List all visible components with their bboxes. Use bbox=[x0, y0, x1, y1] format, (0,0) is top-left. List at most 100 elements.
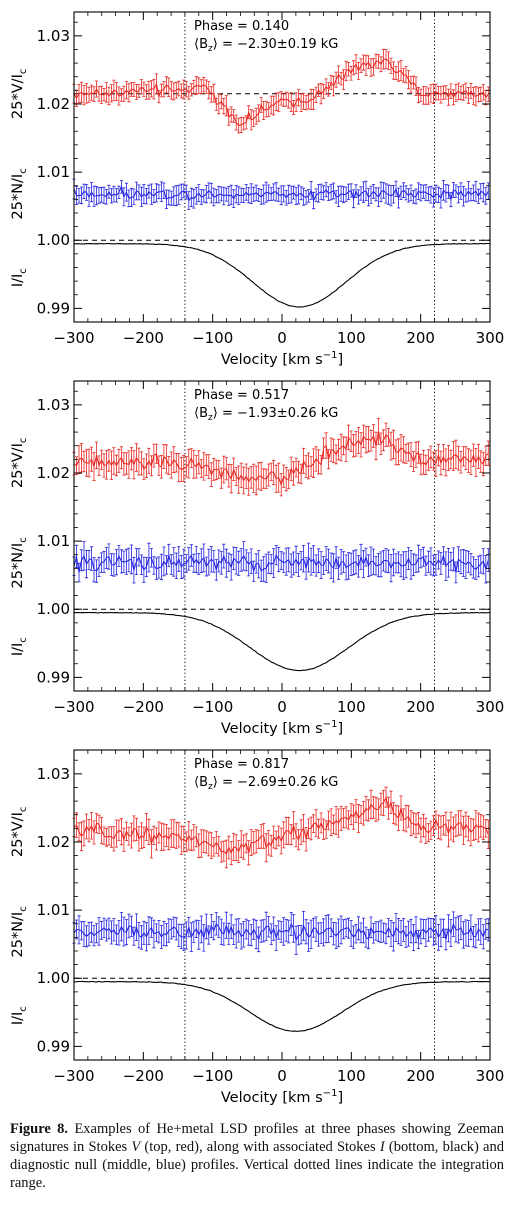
x-tick-label: −200 bbox=[123, 1067, 164, 1085]
y-axis-label-sub: c bbox=[18, 807, 29, 813]
x-axis-label-sup: −1 bbox=[323, 350, 338, 361]
plot-frame bbox=[73, 380, 491, 692]
phase-annotation: Phase = 0.140 bbox=[194, 19, 289, 34]
x-tick-label: 200 bbox=[406, 1067, 435, 1085]
y-axis-label-main: I/I bbox=[10, 1012, 26, 1025]
y-axis-label: I/Ic bbox=[10, 268, 29, 287]
x-tick-label: 300 bbox=[476, 698, 505, 716]
y-axis-label: 25*N/Ic bbox=[10, 168, 29, 219]
bz-symbol: ⟨B bbox=[194, 37, 208, 52]
y-axis-label-sub: c bbox=[18, 438, 29, 444]
x-tick-label: −300 bbox=[53, 698, 94, 716]
y-axis-label-main: 25*V/I bbox=[10, 443, 26, 488]
x-tick-label: 100 bbox=[337, 329, 366, 347]
bz-symbol: ⟨B bbox=[194, 406, 208, 421]
caption-text-2: (top, red), along with associated Stokes bbox=[140, 1139, 380, 1155]
bz-value: ⟩ = −2.30±0.19 kG bbox=[213, 37, 339, 52]
phase-annotation: Phase = 0.517 bbox=[194, 388, 289, 403]
x-tick-label: −300 bbox=[53, 1067, 94, 1085]
x-axis-label: Velocity [km s−1] bbox=[221, 350, 343, 368]
y-tick-label: 0.99 bbox=[37, 668, 70, 686]
x-axis-label-main: Velocity [km s bbox=[221, 352, 323, 368]
y-axis-label: I/Ic bbox=[10, 637, 29, 656]
bz-value: ⟩ = −2.69±0.26 kG bbox=[213, 775, 339, 790]
y-tick-label: 1.01 bbox=[37, 163, 70, 181]
x-tick-label: 100 bbox=[337, 698, 366, 716]
y-axis-label-main: 25*V/I bbox=[10, 74, 26, 119]
y-tick-label: 1.03 bbox=[37, 765, 70, 783]
x-axis-label-main: Velocity [km s bbox=[221, 721, 323, 737]
bz-symbol: ⟨B bbox=[194, 775, 208, 790]
y-axis-label: 25*N/Ic bbox=[10, 537, 29, 588]
y-axis-label-main: I/I bbox=[10, 274, 26, 287]
x-axis-label: Velocity [km s−1] bbox=[221, 1088, 343, 1106]
null-n-profile bbox=[73, 553, 489, 574]
y-tick-label: 1.03 bbox=[37, 396, 70, 414]
x-tick-label: 0 bbox=[277, 698, 287, 716]
y-axis-label: 25*V/Ic bbox=[10, 807, 29, 857]
x-tick-label: −100 bbox=[192, 698, 233, 716]
y-axis-label: 25*V/Ic bbox=[10, 438, 29, 488]
y-axis-label-sub: c bbox=[18, 1006, 29, 1012]
bz-subscript: z bbox=[208, 782, 213, 792]
x-tick-label: 100 bbox=[337, 1067, 366, 1085]
y-tick-label: 1.00 bbox=[37, 231, 70, 249]
caption-stokes-i: I bbox=[379, 1139, 385, 1155]
y-axis-label-sub: c bbox=[18, 537, 29, 543]
x-axis-label-end: ] bbox=[337, 352, 343, 368]
x-tick-label: 300 bbox=[476, 329, 505, 347]
y-tick-label: 1.00 bbox=[37, 600, 70, 618]
null-n-profile bbox=[73, 922, 489, 942]
figure-canvas: −300 −200 −100 0 100 200 300 0.99 1.00 1.01 1.02 1.… bbox=[10, 11, 505, 1106]
y-axis-label-main: I/I bbox=[10, 643, 26, 656]
y-axis-label-sub: c bbox=[18, 637, 29, 643]
null-n-error-bars bbox=[72, 541, 490, 584]
y-tick-label: 1.01 bbox=[37, 532, 70, 550]
y-tick-label: 1.02 bbox=[37, 464, 70, 482]
bz-subscript: z bbox=[208, 413, 213, 423]
y-axis-label: I/Ic bbox=[10, 1006, 29, 1025]
y-tick-label: 1.02 bbox=[37, 833, 70, 851]
caption-text-1: Examples of He+metal LSD profiles at thr… bbox=[10, 1121, 505, 1155]
y-tick-label: 0.99 bbox=[37, 299, 70, 317]
stokes-i-profile bbox=[73, 980, 491, 1032]
y-tick-label: 1.03 bbox=[37, 27, 70, 45]
x-axis-label-end: ] bbox=[337, 1090, 343, 1106]
x-tick-label: −200 bbox=[123, 329, 164, 347]
x-tick-label: −200 bbox=[123, 698, 164, 716]
y-tick-label: 1.02 bbox=[37, 95, 70, 113]
stokes-v-profile bbox=[73, 431, 489, 487]
bz-annotation: ⟨Bz⟩ = −2.69±0.26 kG bbox=[194, 775, 338, 792]
x-tick-label: 300 bbox=[476, 1067, 505, 1085]
caption-text-3: (bottom, black) and diagnostic null (mid… bbox=[10, 1139, 504, 1191]
y-axis-label-main: 25*N/I bbox=[10, 174, 26, 220]
y-tick-label: 1.01 bbox=[37, 901, 70, 919]
bz-value: ⟩ = −1.93±0.26 kG bbox=[213, 406, 339, 421]
caption-label: Figure 8. bbox=[10, 1121, 69, 1137]
y-axis-label: 25*V/Ic bbox=[10, 69, 29, 119]
plot-frame bbox=[73, 11, 491, 323]
figure-caption: Figure 8. Examples of He+metal LSD profi… bbox=[10, 1120, 504, 1192]
panel-1: −300 −200 −100 0 100 200 300 0.99 1.00 1.01 1.02 1.… bbox=[10, 11, 505, 368]
caption-stokes-v: V bbox=[131, 1139, 141, 1155]
stokes-v-profile bbox=[73, 795, 489, 855]
x-axis-label-sup: −1 bbox=[323, 719, 338, 730]
y-tick-label: 1.00 bbox=[37, 969, 70, 987]
stokes-v-profile bbox=[73, 58, 489, 127]
y-axis-label-sub: c bbox=[18, 268, 29, 274]
null-n-profile bbox=[73, 185, 489, 202]
x-tick-label: −300 bbox=[53, 329, 94, 347]
y-axis-label-main: 25*N/I bbox=[10, 912, 26, 958]
panel-3: −300 −200 −100 0 100 200 300 0.99 1.00 1.01 1.02 1.… bbox=[10, 749, 505, 1106]
x-tick-label: −100 bbox=[192, 1067, 233, 1085]
x-tick-label: −100 bbox=[192, 329, 233, 347]
y-axis-label-sub: c bbox=[18, 168, 29, 174]
x-axis-label: Velocity [km s−1] bbox=[221, 719, 343, 737]
y-axis-label: 25*N/Ic bbox=[10, 906, 29, 957]
stokes-v-error-bars bbox=[72, 786, 490, 869]
x-axis-label-sup: −1 bbox=[323, 1088, 338, 1099]
stokes-i-profile bbox=[74, 242, 490, 308]
x-axis-label-main: Velocity [km s bbox=[221, 1090, 323, 1106]
y-axis-label-sub: c bbox=[18, 69, 29, 75]
y-axis-label-sub: c bbox=[18, 906, 29, 912]
